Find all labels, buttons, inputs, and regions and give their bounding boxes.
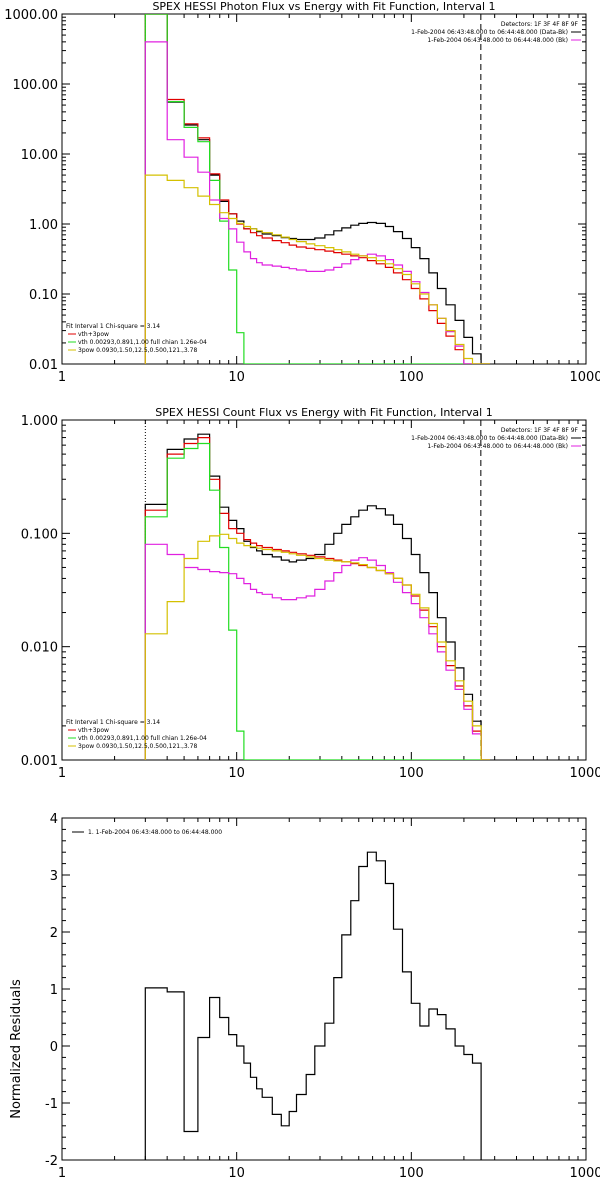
y-tick-label: 0.01 [29,358,58,373]
series-data-bk [144,433,490,760]
legend-left-entry: 3pow 0.0930,1.50,12.5,0.500,121.,3.78 [78,743,197,750]
series-group [144,851,482,1160]
x-tick-label: 100 [399,766,424,781]
series-bk [144,543,490,760]
y-tick-label: -1 [45,1097,58,1112]
y-tick-label: 1.00 [29,218,58,233]
series-data-bk [144,14,490,364]
series-vth [144,442,490,760]
x-tick-label: 1000 [569,1166,600,1181]
y-tick-label: 2 [50,926,58,941]
legend-left-entry: Fit Interval 1 Chi-square = 3.14 [66,719,160,726]
legend-right-entry: 1-Feb-2004 06:43:48.000 to 06:44:48.000 … [427,37,568,44]
y-tick-label: 3 [50,869,58,884]
residual-legend-entry: 1. 1-Feb-2004 06:43:48.000 to 06:44:48.0… [88,829,222,836]
y-tick-label: 0.001 [21,754,58,769]
y-tick-label: 0.100 [21,527,58,542]
x-tick-label: 1000 [569,370,600,385]
x-tick-label: 1 [58,370,66,385]
chart-title: SPEX HESSI Photon Flux vs Energy with Fi… [152,0,495,13]
series-group [144,14,490,364]
series-group [144,433,490,760]
legend-left-entry: Fit Interval 1 Chi-square = 3.14 [66,323,160,330]
chart-title: SPEX HESSI Count Flux vs Energy with Fit… [155,406,492,419]
legend-right-entry: 1-Feb-2004 06:43:48.000 to 06:44:48.000 … [411,435,568,442]
legend-right-entry: Detectors: 1F 3F 4F 8F 9F [501,427,579,434]
y-tick-label: 0 [50,1040,58,1055]
legend-left-entry: vth 0.00293,0.891,1.00 full chian 1.26e-… [78,735,207,742]
y-tick-label: 1 [50,983,58,998]
y-tick-label: 10.00 [21,148,58,163]
legend-right-entry: Detectors: 1F 3F 4F 8F 9F [501,21,579,28]
x-tick-label: 10 [228,1166,245,1181]
legend-left-entry: vth+3pow [78,331,109,338]
y-tick-label: 1.000 [21,414,58,429]
y-axis-label: Normalized Residuals [9,979,24,1119]
legend-left-entry: 3pow 0.0930,1.50,12.5,0.500,121.,3.78 [78,347,197,354]
photon-flux-panel: SPEX HESSI Photon Flux vs Energy with Fi… [4,0,600,385]
series-vth-3pow [144,14,490,364]
x-tick-label: 10 [228,766,245,781]
series-3pow [144,174,490,364]
residuals-panel: 1 10 100 1000 -2 -1 0 1 2 3 4 Normalized Residuals 1… [9,812,600,1181]
y-tick-label: 1000.00 [4,8,58,23]
y-tick-label: 0.10 [29,288,58,303]
series-3pow [144,533,490,760]
y-tick-label: 0.010 [21,641,58,656]
x-tick-label: 10 [228,370,245,385]
legend-right-entry: 1-Feb-2004 06:43:48.000 to 06:44:48.000 … [411,29,568,36]
x-tick-label: 1 [58,766,66,781]
legend-right-entry: 1-Feb-2004 06:43:48.000 to 06:44:48.000 … [427,443,568,450]
y-tick-label: 100.00 [13,78,59,93]
legend-left-entry: vth 0.00293,0.891,1.00 full chian 1.26e-… [78,339,207,346]
x-tick-label: 100 [399,1166,424,1181]
series-vth-3pow [144,437,490,760]
x-tick-label: 1 [58,1166,66,1181]
plot-frame [61,13,587,365]
x-tick-label: 100 [399,370,424,385]
legend-left-entry: vth+3pow [78,727,109,734]
count-flux-panel: SPEX HESSI Count Flux vs Energy with Fit… [21,406,600,781]
series-residuals [144,851,482,1160]
y-tick-label: -2 [45,1154,58,1169]
series-vth [144,14,490,364]
x-tick-label: 1000 [569,766,600,781]
series-bk [144,41,490,364]
plot-frame [61,817,587,1161]
y-tick-label: 4 [50,812,58,827]
